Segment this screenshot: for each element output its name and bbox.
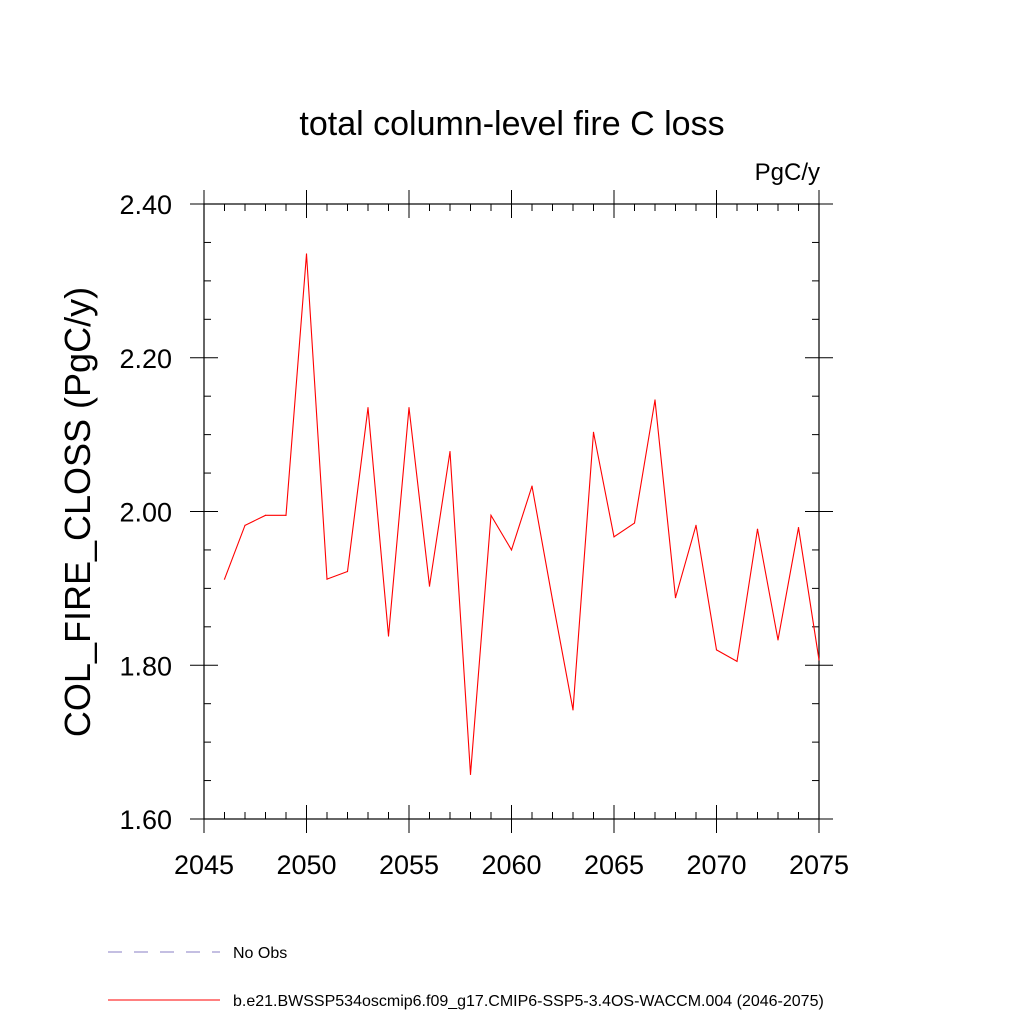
series-line (223, 253, 820, 775)
y-tick-label: 2.20 (119, 344, 172, 374)
data-point (285, 514, 287, 516)
x-tick-label: 2060 (481, 850, 541, 880)
units-label: PgC/y (755, 159, 820, 186)
data-point (346, 570, 349, 573)
y-axis-label: COL_FIRE_CLOSS (PgC/y) (57, 287, 98, 737)
data-point (367, 407, 369, 409)
data-point (223, 578, 226, 580)
chart-title: total column-level fire C loss (299, 105, 724, 143)
x-tick-label: 2055 (379, 850, 439, 880)
x-tick-label: 2075 (789, 850, 849, 880)
axes: 2045 2050 2055 2060 2065 2070 2075 1.60 1.80 2.00… (119, 190, 849, 880)
plot-area (223, 253, 820, 776)
data-point (264, 514, 267, 516)
y-tick-label: 1.80 (119, 651, 172, 681)
data-point (633, 522, 636, 524)
data-point (715, 649, 718, 651)
data-point (818, 659, 820, 661)
data-point (305, 253, 308, 255)
data-point (592, 431, 595, 433)
x-tick-label: 2045 (174, 850, 234, 880)
data-point (244, 524, 246, 526)
y-tick-label: 2.00 (119, 498, 172, 528)
data-point (551, 599, 554, 601)
data-point (777, 639, 779, 641)
y-tick-label: 2.40 (119, 190, 172, 220)
legend-label: No Obs (233, 945, 287, 962)
data-point (449, 450, 451, 453)
legend: No Obs b.e21.BWSSP534oscmip6.f09_g17.CMIP… (108, 945, 824, 1010)
data-point (408, 407, 410, 409)
data-point (756, 528, 759, 530)
data-point (428, 585, 431, 587)
legend-label: b.e21.BWSSP534oscmip6.f09_g17.CMIP6-SSP5… (233, 993, 824, 1010)
data-point (797, 527, 800, 529)
x-tick-label: 2050 (276, 850, 336, 880)
data-point (654, 399, 656, 401)
data-point (695, 524, 697, 526)
data-point (326, 578, 328, 580)
data-point (387, 635, 390, 637)
data-point (469, 773, 472, 776)
data-point (531, 485, 533, 487)
x-tick-label: 2070 (686, 850, 746, 880)
data-point (674, 597, 677, 599)
x-tick-label: 2065 (584, 850, 644, 880)
data-point (510, 549, 513, 551)
data-point (736, 660, 738, 663)
plot-frame (203, 203, 820, 820)
data-point (490, 514, 492, 516)
data-point (613, 536, 615, 538)
y-tick-label: 1.60 (119, 805, 172, 835)
data-point (572, 709, 574, 711)
